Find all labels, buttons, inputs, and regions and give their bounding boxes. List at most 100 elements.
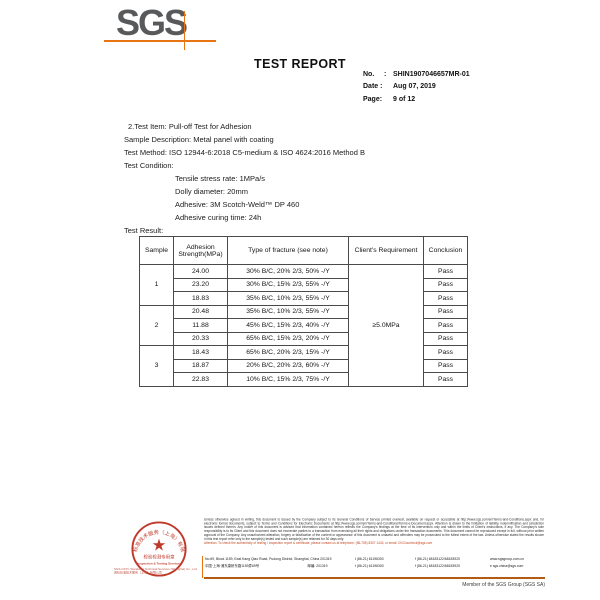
table-row: 3 18.43 65% B/C, 20% 2/3, 15% -/Y Pass	[139, 345, 468, 387]
address-cell: No.69, Block 1159, East Kang Qiao Road, …	[205, 557, 332, 562]
table-row: 11.88 45% B/C, 15% 2/3, 40% -/Y Pass	[140, 318, 468, 333]
fracture-cell: 20% B/C, 20% 2/3, 60% -/Y	[227, 358, 349, 373]
address-cell: t (86-21) 61196300	[355, 557, 384, 562]
address-cell: 中国·上海·浦东康桥东路1159弄69号	[205, 564, 260, 569]
test-item-line: 2.Test Item: Pull-off Test for Adhesion	[128, 122, 252, 131]
report-number-row: No. : SHIN1907046657MR-01	[363, 69, 470, 81]
report-date-label: Date :	[363, 83, 383, 91]
stamp-caption: SGS-CSTC Standards Technical Services (S…	[114, 568, 224, 575]
report-date-value: Aug 07, 2019	[393, 83, 436, 91]
client-requirement-cell: ≥5.0MPa	[348, 264, 424, 387]
report-number-colon: :	[384, 71, 387, 78]
conclusion-cell: Pass	[423, 264, 468, 279]
fracture-cell: 30% B/C, 15% 2/3, 55% -/Y	[227, 277, 349, 292]
logo-crossline	[184, 11, 185, 50]
strength-cell: 24.00	[173, 264, 228, 279]
strength-cell: 20.48	[173, 304, 228, 319]
column-header: Sample	[139, 236, 174, 265]
sample-description-line: Sample Description: Metal panel with coa…	[124, 135, 274, 144]
address-cell: www.sgsgroup.com.cn	[490, 557, 524, 562]
address-cell: 邮编: 201319	[307, 564, 328, 569]
conclusion-cell: Pass	[423, 304, 468, 319]
sample-cell: 3	[139, 345, 174, 387]
strength-cell: 18.83	[173, 291, 228, 306]
column-header: Type of fracture (see note)	[227, 236, 349, 265]
report-date-row: Date : Aug 07, 2019	[363, 81, 470, 93]
sample-cell: 1	[139, 264, 174, 306]
condition-line: Adhesive curing time: 24h	[175, 213, 262, 222]
conclusion-cell: Pass	[423, 331, 468, 346]
fracture-cell: 30% B/C, 20% 2/3, 50% -/Y	[227, 264, 349, 279]
fracture-cell: 65% B/C, 20% 2/3, 15% -/Y	[227, 345, 349, 360]
stamp-line1: 检验检测专用章	[143, 554, 175, 561]
stamp-caption-line2: 通标标准技术服务（上海）有限公司	[114, 571, 163, 575]
table-header: Sample Adhesion Strength(MPa) Type of frac…	[139, 236, 468, 265]
report-page-value: 9 of 12	[393, 95, 416, 103]
report-title: TEST REPORT	[254, 57, 346, 71]
attention-text: Attention: To check the authenticity of …	[204, 541, 433, 546]
table-row: 2 20.48 35% B/C, 10% 2/3, 55% -/Y Pass	[139, 304, 468, 346]
table-row: 1 24.00 30% B/C, 20% 2/3, 50% -/Y ≥5.0MPa Pa…	[139, 264, 468, 387]
address-block: No.69, Block 1159, East Kang Qiao Road, …	[205, 556, 545, 570]
address-cell: t (86-21) 61196300	[355, 564, 384, 569]
test-result-table: Sample Adhesion Strength(MPa) Type of frac…	[139, 236, 468, 387]
table-header-row: Sample Adhesion Strength(MPa) Type of frac…	[139, 236, 468, 265]
address-cell: f (86-21) 68183122/68183920	[415, 564, 460, 569]
legal-block: Unless otherwise agreed in writing, this…	[204, 518, 544, 545]
address-cell: e sgs.china@sgs.com	[490, 564, 524, 569]
conclusion-cell: Pass	[423, 277, 468, 292]
conclusion-cell: Pass	[423, 345, 468, 360]
test-conditions: Tensile stress rate: 1MPa/s Dolly diamete…	[175, 172, 365, 224]
table-row: 22.83 10% B/C, 15% 2/3, 75% -/Y Pass	[140, 372, 468, 387]
column-header: Adhesion Strength(MPa)	[173, 236, 228, 265]
strength-cell: 22.83	[173, 372, 228, 387]
report-body: 2.Test Item: Pull-off Test for Adhesion …	[124, 120, 365, 237]
company-stamp: 通标标准技术服务（上海）有限公司 ★ 检验检测专用章 Inspection & …	[130, 520, 187, 577]
conclusion-cell: Pass	[423, 291, 468, 306]
strength-cell: 11.88	[173, 318, 228, 333]
conclusion-cell: Pass	[423, 358, 468, 373]
logo-underline	[104, 40, 216, 42]
footer-vertical-rule	[202, 556, 203, 578]
test-condition-label: Test Condition:	[124, 161, 174, 170]
address-row: No.69, Block 1159, East Kang Qiao Road, …	[205, 556, 545, 563]
stamp-caption-line1: SGS-CSTC Standards Technical Services (S…	[114, 568, 198, 571]
condition-line: Adhesive: 3M Scotch-Weld™ DP 460	[175, 200, 300, 209]
test-result-label: Test Result:	[124, 226, 164, 235]
report-page-label: Page:	[363, 95, 383, 103]
fracture-cell: 35% B/C, 10% 2/3, 55% -/Y	[227, 291, 349, 306]
strength-cell: 23.20	[173, 277, 228, 292]
stamp-star-icon: ★	[152, 536, 167, 554]
strength-cell: 18.87	[173, 358, 228, 373]
fracture-cell: 10% B/C, 15% 2/3, 75% -/Y	[227, 372, 349, 387]
table-body: 1 24.00 30% B/C, 20% 2/3, 50% -/Y ≥5.0MPa Pa…	[139, 264, 468, 387]
strength-cell: 18.43	[173, 345, 228, 360]
sample-cell: 2	[139, 304, 174, 346]
condition-line: Tensile stress rate: 1MPa/s	[175, 174, 266, 183]
member-text: Member of the SGS Group (SGS SA)	[462, 582, 545, 588]
report-meta: No. : SHIN1907046657MR-01 Date : Aug 07,…	[363, 69, 470, 106]
address-cell: f (86-21) 68183122/68183920	[415, 557, 460, 562]
table-row: 20.33 65% B/C, 15% 2/3, 20% -/Y Pass	[140, 331, 468, 346]
conclusion-cell: Pass	[423, 372, 468, 387]
condition-line: Dolly diameter: 20mm	[175, 187, 248, 196]
fracture-cell: 45% B/C, 15% 2/3, 40% -/Y	[227, 318, 349, 333]
report-number-label: No.	[363, 71, 375, 78]
stamp-ring	[131, 521, 187, 577]
column-header: Client's Requirement	[348, 236, 424, 265]
table-row: 18.83 35% B/C, 10% 2/3, 55% -/Y Pass	[140, 291, 468, 306]
fracture-cell: 35% B/C, 10% 2/3, 55% -/Y	[227, 304, 349, 319]
report-page-row: Page: 9 of 12	[363, 94, 470, 106]
conclusion-cell: Pass	[423, 318, 468, 333]
footer-horizontal-rule	[204, 577, 545, 579]
table-row: 23.20 30% B/C, 15% 2/3, 55% -/Y Pass	[140, 277, 468, 292]
disclaimer-text: Unless otherwise agreed in writing, this…	[204, 518, 544, 541]
column-header: Conclusion	[423, 236, 468, 265]
strength-cell: 20.33	[173, 331, 228, 346]
stamp-line2: Inspection & Testing Services	[137, 561, 181, 565]
test-method-line: Test Method: ISO 12944-6:2018 C5-medium …	[124, 148, 365, 157]
address-row: 中国·上海·浦东康桥东路1159弄69号 邮编: 201319 t (86-21) …	[205, 563, 545, 570]
report-number-value: SHIN1907046657MR-01	[393, 71, 470, 78]
fracture-cell: 65% B/C, 15% 2/3, 20% -/Y	[227, 331, 349, 346]
